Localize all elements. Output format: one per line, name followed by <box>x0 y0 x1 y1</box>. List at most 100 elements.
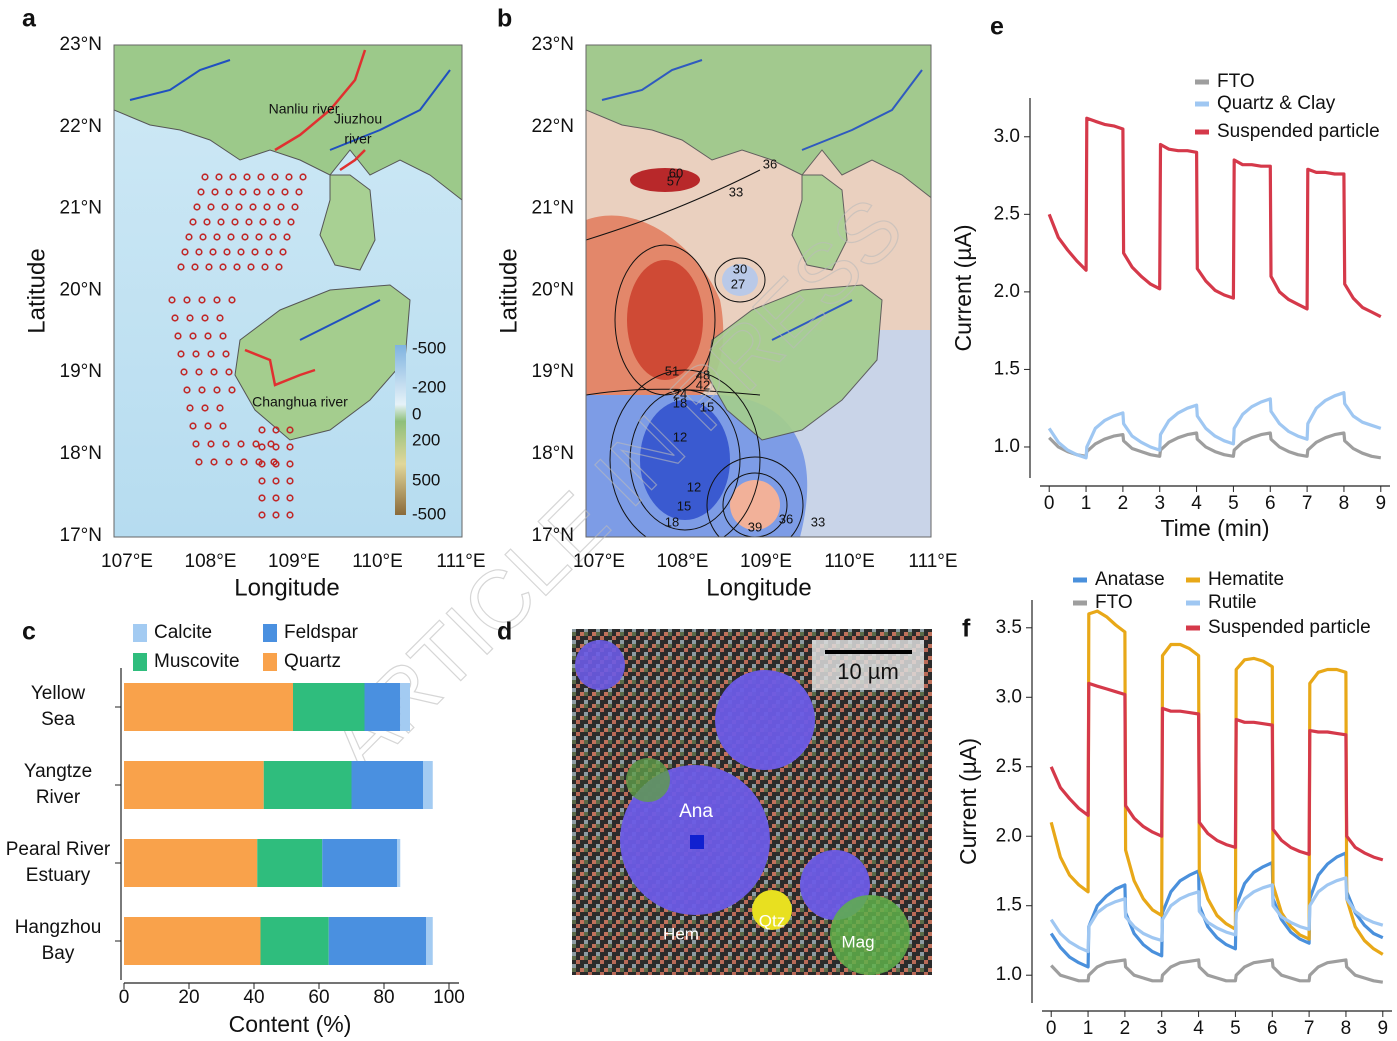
y-tick-label: 22°N <box>532 116 574 137</box>
y-tick-label: 2.0 <box>994 281 1020 302</box>
bar-segment <box>124 917 261 965</box>
bar-segment <box>124 839 258 887</box>
bar-segment <box>257 839 323 887</box>
sample-site <box>219 422 227 430</box>
sample-site <box>189 218 197 226</box>
sample-site <box>201 314 209 322</box>
panel-label: f <box>962 615 971 643</box>
bar-segment <box>322 839 397 887</box>
legend-swatch <box>133 624 147 642</box>
sample-site <box>258 460 266 468</box>
legend-label: FTO <box>1217 71 1255 92</box>
sample-site <box>272 511 280 519</box>
y-axis-label: Latitude <box>23 248 50 333</box>
y-tick-label: 21°N <box>532 198 574 219</box>
sample-site <box>286 477 294 485</box>
contour-fill <box>627 260 703 380</box>
panel-label: e <box>990 13 1004 41</box>
sample-site <box>265 248 273 256</box>
x-tick-label: 8 <box>1339 493 1350 514</box>
sample-site <box>237 248 245 256</box>
sample-site <box>221 203 229 211</box>
sample-site <box>237 440 245 448</box>
panel-label: c <box>22 618 36 646</box>
colorbar-label: -500 <box>412 338 446 357</box>
bar-segment <box>423 761 433 809</box>
contour-label: 42 <box>696 377 710 392</box>
line <box>1049 681 1384 862</box>
sample-site <box>261 263 269 271</box>
y-tick-label: 21°N <box>60 198 102 219</box>
y-tick-label: Pearal River Estuary <box>5 839 111 886</box>
x-tick-label: 4 <box>1193 1018 1204 1039</box>
legend-label: Quartz & Clay <box>1217 93 1336 114</box>
sample-site <box>213 233 221 241</box>
sample-site <box>271 173 279 181</box>
colorbar-label: 0 <box>412 404 421 423</box>
sample-site <box>203 218 211 226</box>
sample-site <box>205 263 213 271</box>
sample-site <box>272 477 280 485</box>
sample-site <box>291 203 299 211</box>
legend-swatch <box>263 624 277 642</box>
sample-site <box>286 443 294 451</box>
sample-site <box>195 368 203 376</box>
sample-site <box>263 203 271 211</box>
sample-site <box>174 332 182 340</box>
colorbar <box>395 345 406 515</box>
contour-label: 27 <box>731 276 745 291</box>
sample-site <box>272 460 280 468</box>
y-tick-label: Yangtze River <box>23 761 93 808</box>
sample-site <box>277 203 285 211</box>
sample-site <box>216 404 224 412</box>
sample-site <box>186 314 194 322</box>
sample-site <box>228 296 236 304</box>
contour-label: 48 <box>696 367 710 382</box>
sample-site <box>207 350 215 358</box>
y-tick-label: 2.0 <box>996 825 1022 846</box>
y-tick-label: 23°N <box>532 34 574 55</box>
sample-site <box>213 386 221 394</box>
bar-segment <box>328 917 427 965</box>
y-tick-label: 1.0 <box>996 964 1022 985</box>
x-tick-label: 107°E <box>573 551 625 572</box>
map-b <box>586 45 931 537</box>
x-tick-label: 40 <box>243 987 264 1008</box>
scale-bar-backing <box>812 640 924 690</box>
x-tick-label: 2 <box>1120 1018 1131 1039</box>
annotation: Changhua river <box>252 394 348 410</box>
sample-site <box>207 440 215 448</box>
scale-bar-label: 10 µm <box>837 659 899 684</box>
annotation: river <box>344 131 372 147</box>
phase-label: Qtz <box>759 911 785 930</box>
phase-label: Mag <box>841 932 874 951</box>
phase-region <box>575 640 625 690</box>
sample-site <box>267 188 275 196</box>
sample-site <box>210 368 218 376</box>
sample-site <box>252 440 260 448</box>
contour-label: 33 <box>729 184 743 199</box>
sample-site <box>243 173 251 181</box>
legend-swatch <box>133 653 147 671</box>
sample-site <box>181 248 189 256</box>
x-axis-label: Time (min) <box>1160 515 1269 541</box>
river <box>244 348 316 387</box>
contour-label: 39 <box>748 519 762 534</box>
sample-site <box>286 511 294 519</box>
y-tick-label: 17°N <box>60 525 102 546</box>
contour-label: 15 <box>677 498 691 513</box>
y-tick-label: 3.5 <box>996 617 1022 638</box>
sample-site <box>229 173 237 181</box>
map-frame <box>113 44 463 538</box>
y-tick-label: 2.5 <box>996 756 1022 777</box>
river <box>274 49 367 152</box>
contour-label: 36 <box>779 511 793 526</box>
sample-site <box>235 203 243 211</box>
contour-label: 51 <box>665 363 679 378</box>
colorbar-label: 200 <box>412 430 440 449</box>
x-tick-label: 111°E <box>908 551 957 572</box>
sample-site <box>286 460 294 468</box>
colorbar-label: 500 <box>412 470 440 489</box>
map-a <box>114 45 462 537</box>
sample-site <box>275 263 283 271</box>
